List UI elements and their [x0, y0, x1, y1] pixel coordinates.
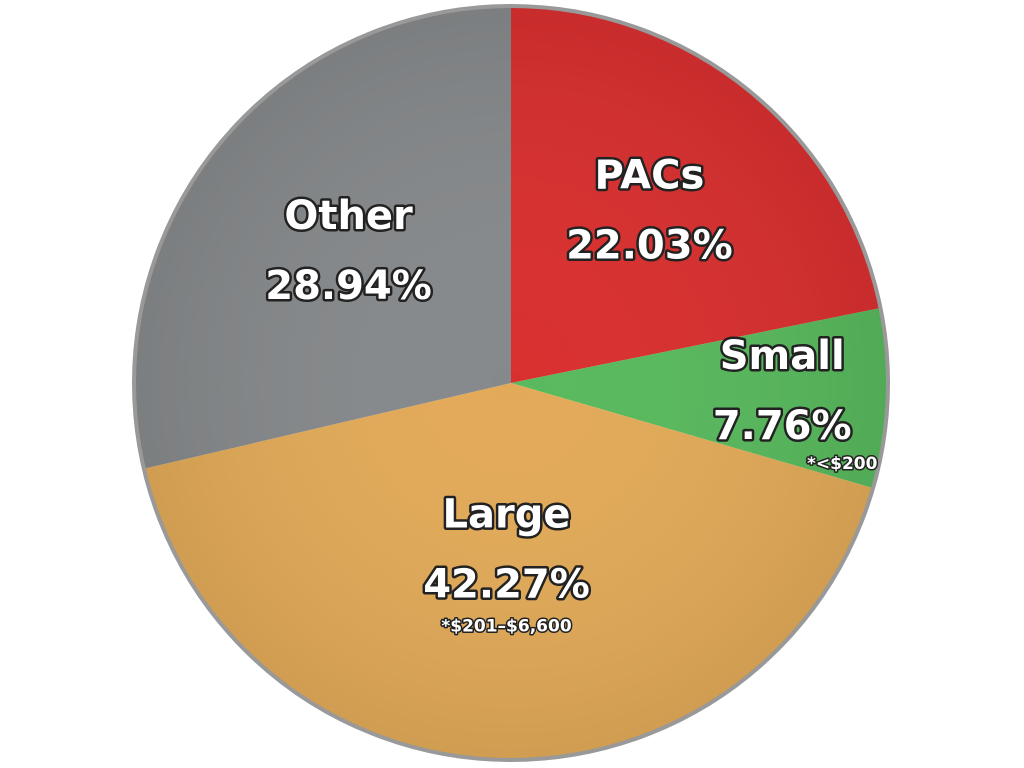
slice-name: PACs	[594, 153, 704, 199]
slice-value: 22.03%	[566, 223, 733, 269]
slice-name: Other	[284, 193, 413, 239]
slice-note: *$201–$6,600	[441, 617, 571, 637]
slice-value: 28.94%	[265, 263, 432, 309]
slice-name: Large	[443, 492, 571, 538]
labels: PACs 22.03% Small 7.76% *<$200 Large 42.27% *$2…	[263, 150, 879, 638]
pie-rim	[132, 4, 890, 762]
slice-value: 42.27%	[423, 562, 590, 608]
slice-name: Small	[720, 333, 845, 379]
slice-value: 7.76%	[713, 403, 852, 449]
slice-note: *<$200	[807, 454, 878, 474]
